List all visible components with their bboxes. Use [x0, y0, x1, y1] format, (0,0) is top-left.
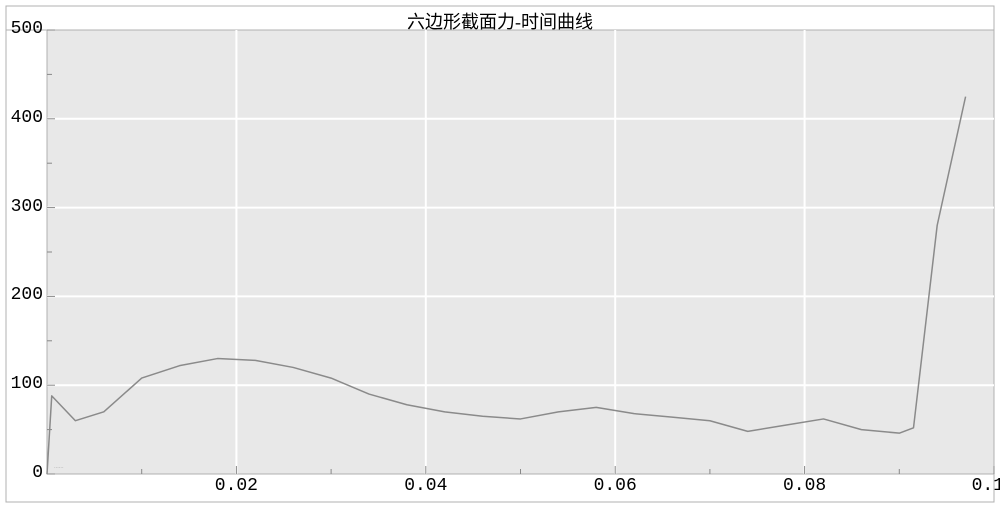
chart-title: 六边形截面力-时间曲线	[0, 8, 1000, 34]
x-tick-label: 0.08	[775, 476, 835, 496]
plot-area	[47, 30, 994, 474]
chart-container: 六边形截面力-时间曲线 0 100 200 300 400 500 0.02 0.04 0.06 0…	[0, 0, 1000, 508]
x-tick-label: 0.02	[206, 476, 266, 496]
y-tick-label: 400	[11, 108, 43, 128]
y-tick-label: 500	[11, 19, 43, 39]
x-tick-label: 0.06	[585, 476, 645, 496]
artifact-text: ……	[54, 462, 64, 471]
y-tick-label: 0	[32, 463, 43, 483]
y-tick-label: 100	[11, 374, 43, 394]
x-tick-label: 0.04	[396, 476, 456, 496]
y-tick-label: 200	[11, 285, 43, 305]
y-tick-label: 300	[11, 197, 43, 217]
chart-svg	[0, 0, 1000, 508]
x-tick-label: 0.1	[944, 476, 1000, 496]
